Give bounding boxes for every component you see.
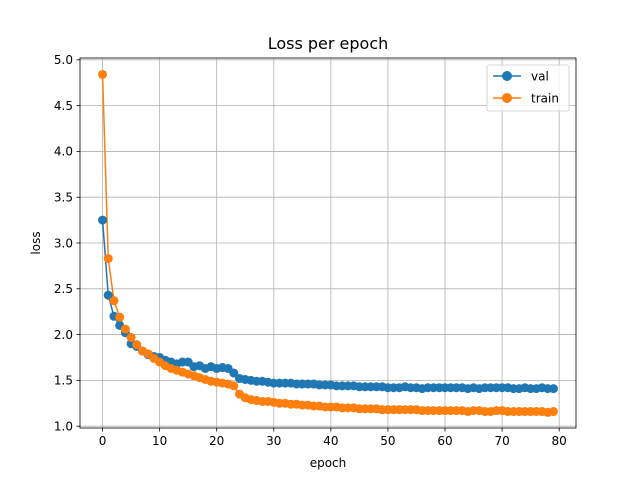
y-tick-label: 5.0 xyxy=(54,53,73,67)
data-point-train xyxy=(103,254,113,264)
data-point-train xyxy=(132,340,142,350)
y-tick-label: 2.0 xyxy=(54,328,73,342)
y-tick-label: 1.5 xyxy=(54,374,73,388)
legend-label-val: val xyxy=(531,70,549,84)
data-point-train xyxy=(229,381,239,391)
x-axis-label: epoch xyxy=(310,456,347,470)
x-tick-label: 30 xyxy=(266,434,281,448)
data-point-val xyxy=(548,384,558,394)
x-tick-label: 10 xyxy=(152,434,167,448)
series-markers xyxy=(98,69,558,417)
data-point-train xyxy=(126,332,136,342)
x-tick-label: 50 xyxy=(380,434,395,448)
legend-marker-train xyxy=(502,93,512,103)
data-point-val xyxy=(103,290,113,300)
y-tick-label: 4.5 xyxy=(54,99,73,113)
x-tick-label: 80 xyxy=(552,434,567,448)
y-tick-label: 3.0 xyxy=(54,236,73,250)
y-axis-label: loss xyxy=(29,231,43,254)
x-tick-label: 40 xyxy=(323,434,338,448)
y-tick-label: 2.5 xyxy=(54,282,73,296)
x-tick-label: 70 xyxy=(494,434,509,448)
x-axis-ticks: 0 10 20 30 40 50 60 70 80 xyxy=(99,428,567,448)
data-point-val xyxy=(229,368,239,378)
data-point-train xyxy=(120,324,130,334)
data-point-train xyxy=(548,407,558,417)
grid-lines xyxy=(80,58,576,428)
x-tick-label: 0 xyxy=(99,434,107,448)
y-axis-ticks: 1.0 1.5 2.0 2.5 3.0 3.5 4.0 4.5 5.0 xyxy=(54,53,80,433)
legend: val train xyxy=(486,64,570,112)
series-points-val xyxy=(98,215,558,394)
chart-title: Loss per epoch xyxy=(268,34,389,53)
data-point-val xyxy=(98,215,108,225)
x-tick-label: 60 xyxy=(437,434,452,448)
legend-label-train: train xyxy=(531,92,559,106)
data-point-train xyxy=(109,296,119,306)
y-tick-label: 3.5 xyxy=(54,191,73,205)
legend-marker-val xyxy=(502,71,512,81)
x-tick-label: 20 xyxy=(209,434,224,448)
y-tick-label: 1.0 xyxy=(54,419,73,433)
data-point-train xyxy=(115,312,125,322)
series-points-train xyxy=(98,69,558,417)
y-tick-label: 4.0 xyxy=(54,145,73,159)
data-point-train xyxy=(98,69,108,79)
